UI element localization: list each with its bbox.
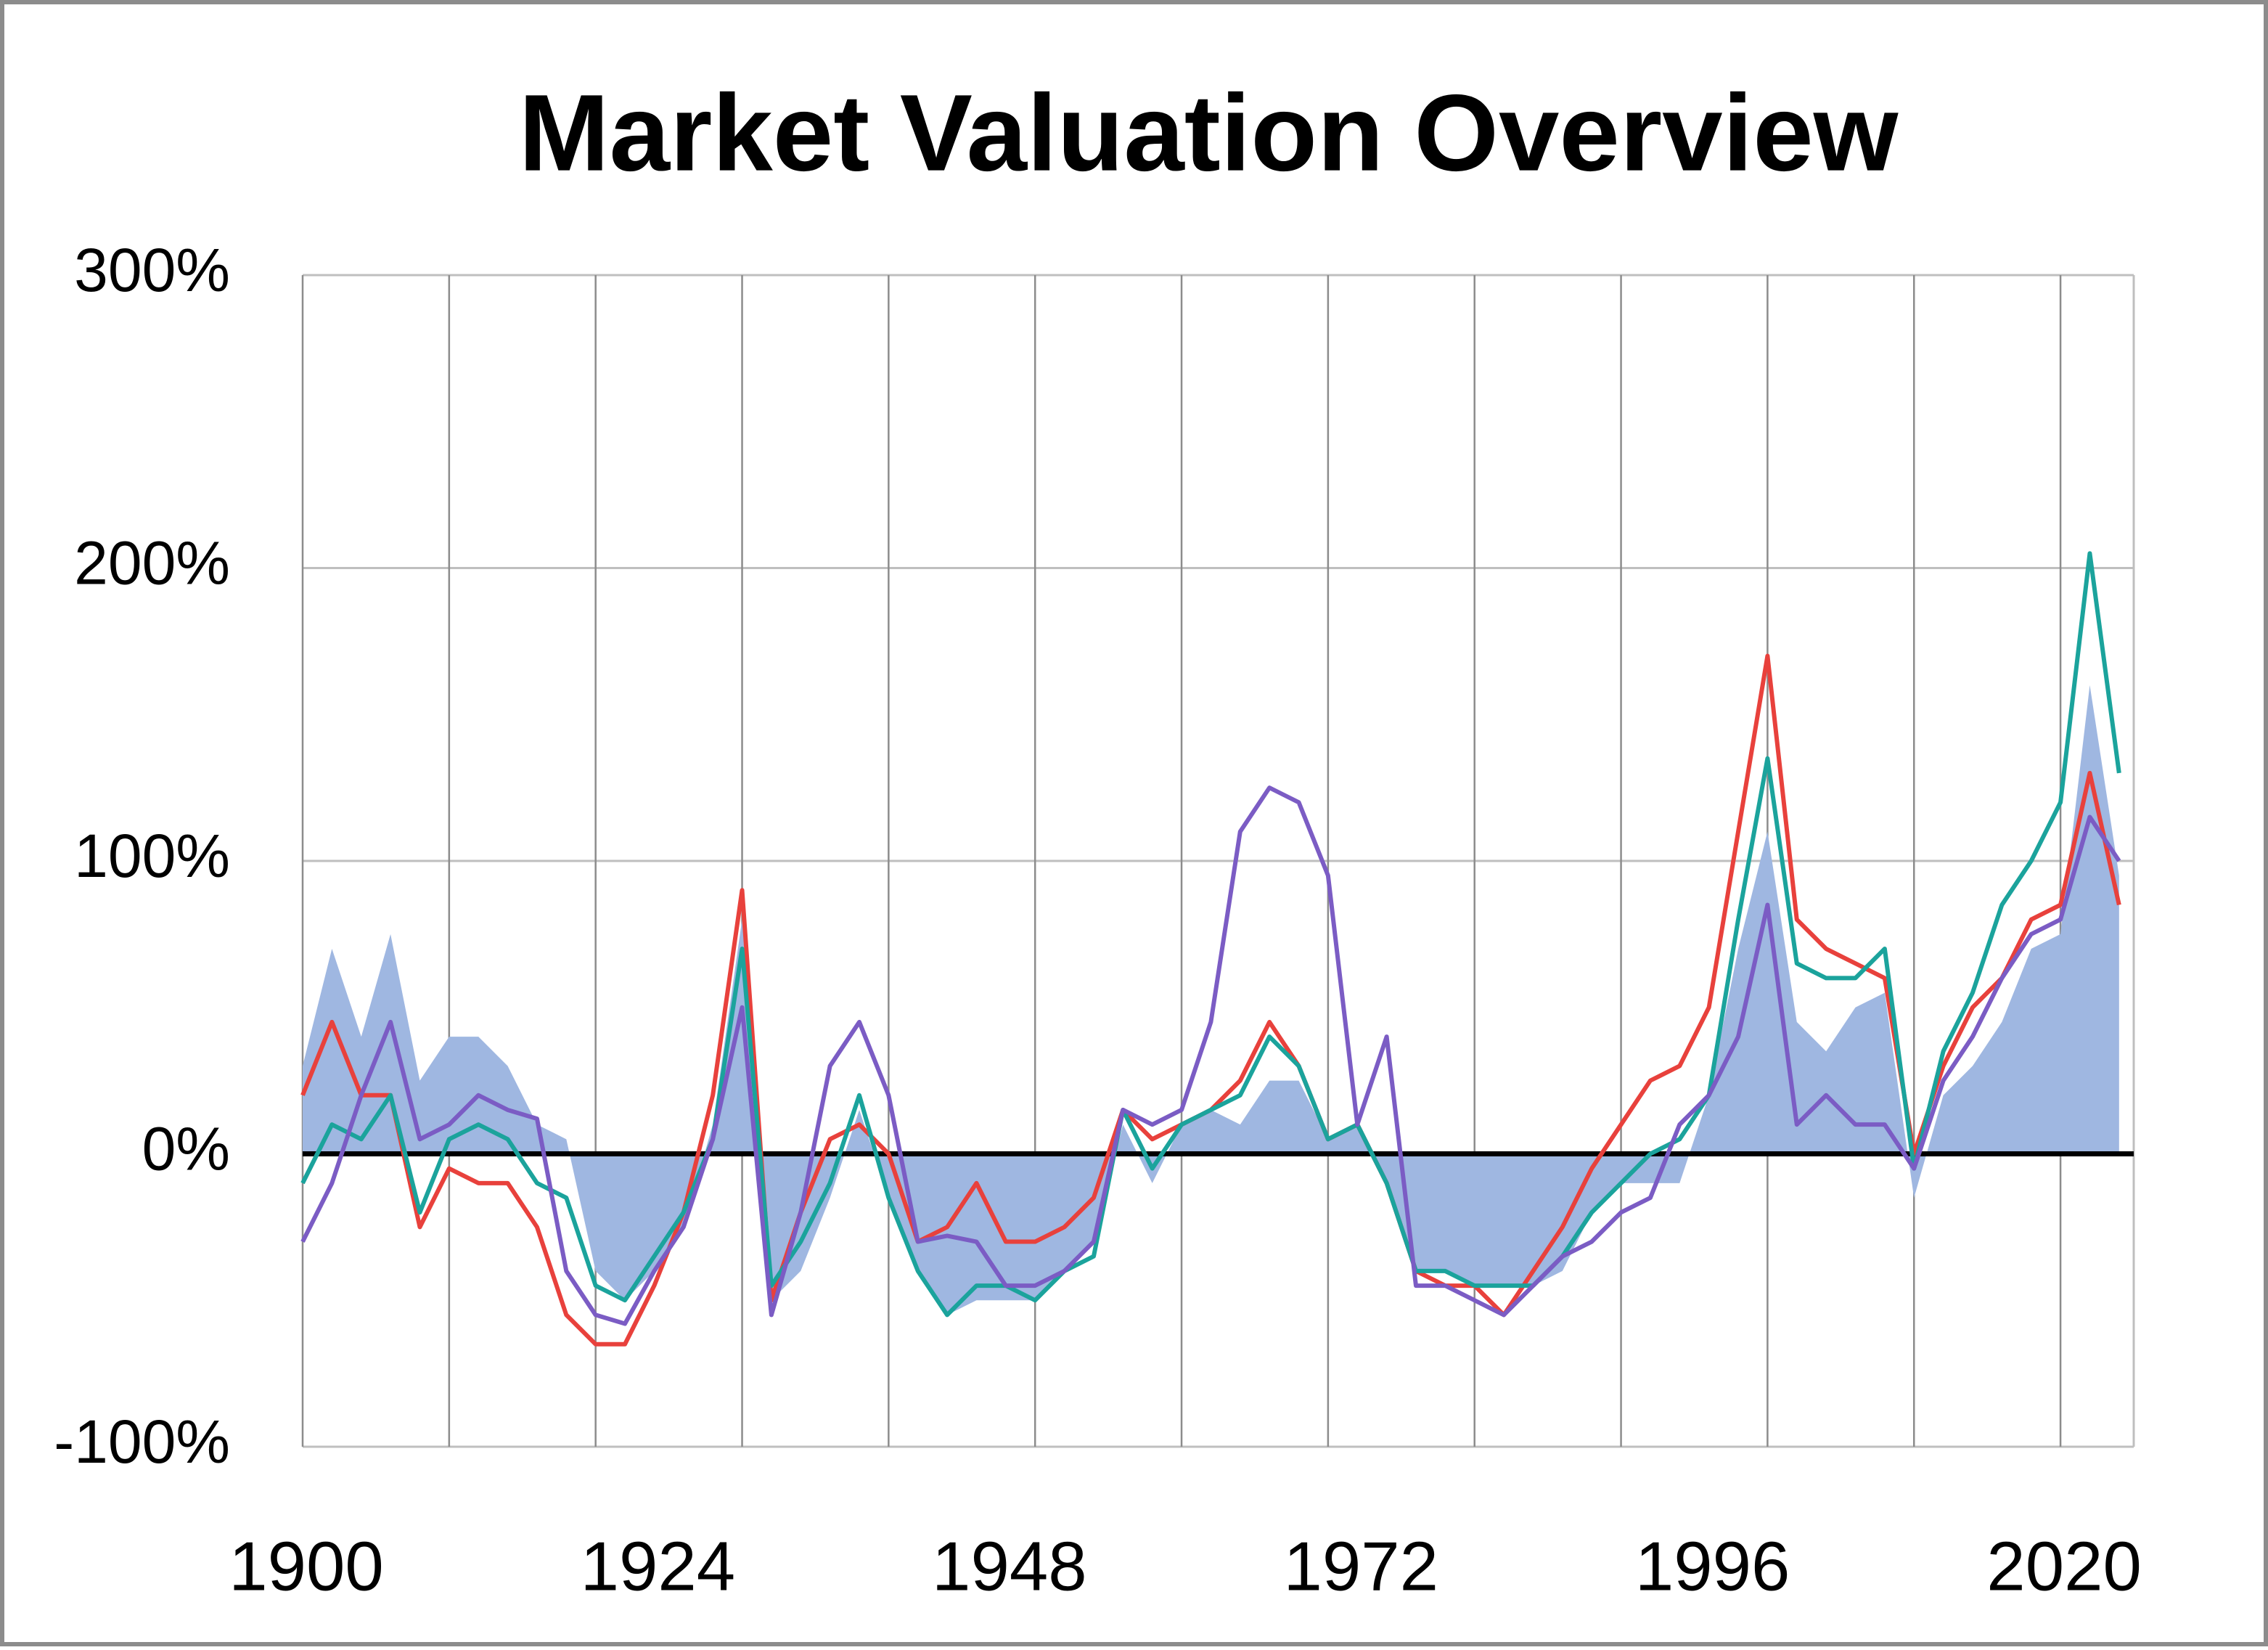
y-tick-label: 300% <box>74 236 230 304</box>
y-tick-label: -100% <box>54 1408 230 1476</box>
x-tick-label: 1924 <box>581 1527 736 1605</box>
y-tick-label: 0% <box>142 1115 230 1183</box>
x-tick-label: 1972 <box>1283 1527 1438 1605</box>
chart-title: Market Valuation Overview <box>519 72 1899 194</box>
x-tick-label: 1996 <box>1635 1527 1790 1605</box>
x-tick-label: 1900 <box>229 1527 384 1605</box>
line <box>300 785 2121 1326</box>
x-tick-label: 2020 <box>1986 1527 2142 1605</box>
y-tick-label: 200% <box>74 529 230 597</box>
y-tick-label: 100% <box>74 822 230 890</box>
line <box>300 551 2121 1318</box>
x-tick-label: 1948 <box>932 1527 1087 1605</box>
